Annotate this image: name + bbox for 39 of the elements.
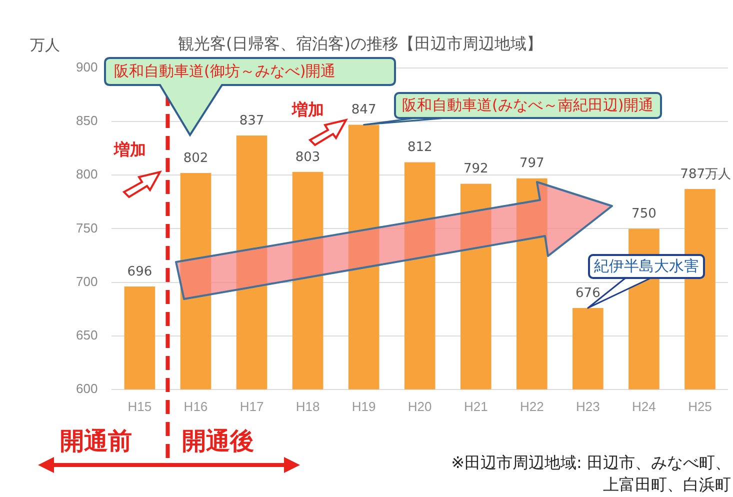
annotation: 阪和自動車道(御坊～みなべ)開通 — [113, 61, 337, 82]
text: 開通前 — [60, 426, 132, 457]
data-label: 812 — [407, 140, 432, 156]
text: ※田辺市周辺地域: 田辺市、みなべ町、上富田町、白浜町 — [450, 452, 731, 496]
y-tick-label: 600 — [76, 380, 98, 396]
y-tick-label: 800 — [76, 166, 98, 182]
data-label: 797 — [519, 156, 544, 172]
annotation: 増加 — [292, 100, 324, 121]
x-tick-label: H25 — [688, 398, 712, 414]
x-tick-label: H19 — [352, 398, 376, 414]
data-label: 792 — [463, 162, 488, 177]
y-tick-label: 700 — [76, 274, 98, 289]
data-label: 750 — [632, 206, 656, 222]
x-tick-label: H23 — [576, 398, 600, 414]
x-tick-label: H17 — [240, 398, 264, 414]
text: 開通後 — [182, 426, 254, 457]
data-label: 802 — [183, 150, 208, 166]
x-tick-label: H21 — [464, 398, 488, 414]
annotation: 増加 — [114, 140, 146, 161]
data-label: 803 — [295, 150, 320, 165]
data-label: 787万人 — [680, 166, 732, 182]
annotation: 阪和自動車道(みなべ～南紀田辺)開通 — [394, 92, 662, 119]
x-tick-label: H22 — [520, 398, 544, 414]
y-axis-title: 万人 — [30, 36, 60, 55]
data-label: 696 — [127, 264, 152, 280]
x-tick-label: H16 — [184, 398, 208, 414]
x-tick-label: H20 — [408, 398, 432, 414]
x-tick-label: H15 — [128, 398, 152, 414]
annotation: 紀伊半島大水害 — [588, 254, 705, 279]
chart-title: 観光客(日帰客、宿泊客)の推移【田辺市周辺地域】 — [178, 34, 542, 55]
data-label: 837 — [239, 113, 264, 128]
y-tick-label: 900 — [76, 60, 98, 75]
data-label: 847 — [351, 102, 376, 118]
y-tick-label: 750 — [76, 220, 98, 236]
data-label: 676 — [576, 286, 600, 301]
x-tick-label: H18 — [296, 398, 320, 414]
x-tick-label: H24 — [632, 398, 656, 414]
y-tick-label: 850 — [76, 113, 98, 128]
y-tick-label: 650 — [76, 327, 98, 342]
